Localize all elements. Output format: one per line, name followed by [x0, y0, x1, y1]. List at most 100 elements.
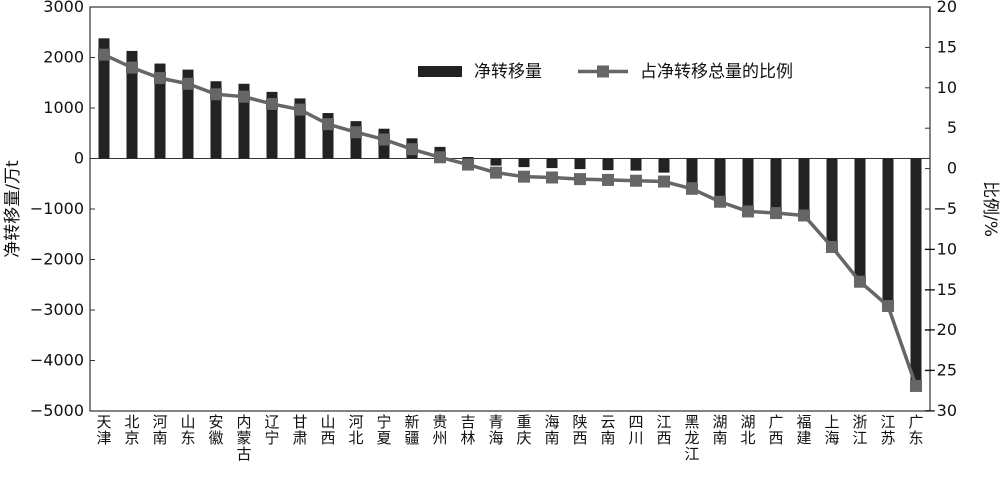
category-label: 辽宁: [264, 413, 279, 447]
line-layer: [98, 48, 922, 392]
line-marker: [350, 126, 362, 139]
category-label: 四川: [628, 413, 643, 447]
category-label: 江苏: [880, 413, 895, 447]
left-tick-label: −2000: [30, 250, 84, 269]
category-label: 内蒙古: [236, 413, 251, 463]
left-tick-label: 1000: [43, 98, 84, 117]
bar: [294, 98, 306, 159]
right-tick-label: 5: [947, 118, 957, 137]
line-marker: [406, 143, 418, 156]
category-label: 湖南: [712, 413, 727, 447]
category-label: 河北: [348, 413, 363, 447]
left-tick-label: −4000: [30, 351, 84, 370]
line-marker: [742, 205, 754, 218]
bar: [770, 158, 782, 214]
right-tick-label: 0: [947, 159, 957, 178]
bar: [490, 158, 502, 166]
bar: [546, 158, 558, 169]
bar: [826, 158, 838, 245]
bar: [238, 83, 250, 159]
line-marker: [434, 151, 446, 164]
bar: [266, 91, 278, 159]
category-label: 浙江: [852, 413, 867, 447]
line-marker: [378, 133, 390, 146]
left-tick-label: 0: [74, 149, 84, 168]
line-marker: [126, 61, 138, 74]
category-label: 贵州: [432, 413, 447, 447]
bar: [182, 69, 194, 159]
line-marker: [238, 90, 250, 103]
category-label: 山东: [180, 413, 195, 447]
bar: [742, 158, 754, 211]
line-marker: [602, 173, 614, 186]
category-label: 河南: [152, 413, 167, 447]
bar: [462, 156, 474, 159]
category-label: 山西: [320, 413, 335, 447]
category-label: 广西: [768, 413, 783, 447]
line-marker: [910, 379, 922, 392]
right-tick-label: −30: [923, 401, 957, 420]
line-marker: [518, 170, 530, 183]
bar: [154, 63, 166, 159]
category-label: 宁夏: [376, 413, 391, 447]
right-tick-label: −10: [923, 239, 957, 258]
right-tick-label: −20: [923, 320, 957, 339]
bar: [630, 158, 642, 171]
category-label: 黑龙江: [684, 413, 699, 463]
category-label: 广东: [908, 413, 923, 447]
line-marker: [322, 118, 334, 131]
line-marker: [98, 48, 110, 61]
bar: [602, 158, 614, 171]
category-label: 甘肃: [292, 413, 307, 447]
axes-layer: [89, 6, 931, 412]
right-tick-label: −15: [923, 280, 957, 299]
line-marker: [210, 88, 222, 101]
bar: [518, 158, 530, 168]
line-marker: [490, 166, 502, 179]
bar: [322, 113, 334, 159]
bar: [658, 158, 670, 173]
bar: [98, 38, 110, 159]
left-tick-label: 2000: [43, 48, 84, 67]
category-label: 新疆: [404, 413, 419, 447]
legend-line-marker: [597, 65, 609, 78]
line-marker: [630, 174, 642, 187]
category-label: 福建: [796, 413, 811, 447]
ratio-line: [103, 53, 918, 387]
y-axis-title: 净转移量/万t: [3, 160, 23, 258]
right-tick-label: 15: [937, 37, 957, 56]
line-marker: [770, 207, 782, 220]
line-marker: [882, 299, 894, 312]
line-marker: [154, 72, 166, 85]
category-label: 湖北: [740, 413, 755, 447]
legend-bar-label: 净转移量: [474, 62, 542, 82]
category-label: 云南: [600, 413, 615, 447]
line-marker: [266, 97, 278, 110]
bar: [714, 158, 726, 198]
bar: [798, 158, 810, 215]
line-marker: [294, 103, 306, 116]
labels-layer: 3000 2000 1000 0 −1000 −2000 −3000 −4000 −5000 20…: [3, 0, 1000, 463]
line-marker: [826, 240, 838, 253]
line-marker: [714, 195, 726, 208]
right-tick-label: 10: [937, 78, 957, 97]
category-label: 青海: [488, 413, 503, 447]
legend-line-label: 占净转移总量的比例: [640, 62, 793, 82]
category-label: 北京: [124, 413, 139, 447]
y2-axis-title: 比例/%: [980, 181, 1000, 237]
category-label: 重庆: [516, 413, 531, 447]
line-marker: [462, 158, 474, 171]
bar: [574, 158, 586, 170]
line-marker: [182, 77, 194, 90]
legend: 净转移量 占净转移总量的比例: [418, 62, 793, 82]
line-marker: [658, 175, 670, 188]
left-tick-label: −3000: [30, 300, 84, 319]
right-tick-label: −25: [923, 361, 957, 380]
right-tick-label: 20: [937, 0, 957, 16]
category-label: 江西: [656, 413, 671, 447]
line-marker: [574, 173, 586, 186]
right-tick-label: −5: [933, 199, 957, 218]
left-tick-label: 3000: [43, 0, 84, 16]
category-label: 吉林: [460, 413, 475, 447]
left-tick-label: −5000: [30, 401, 84, 420]
